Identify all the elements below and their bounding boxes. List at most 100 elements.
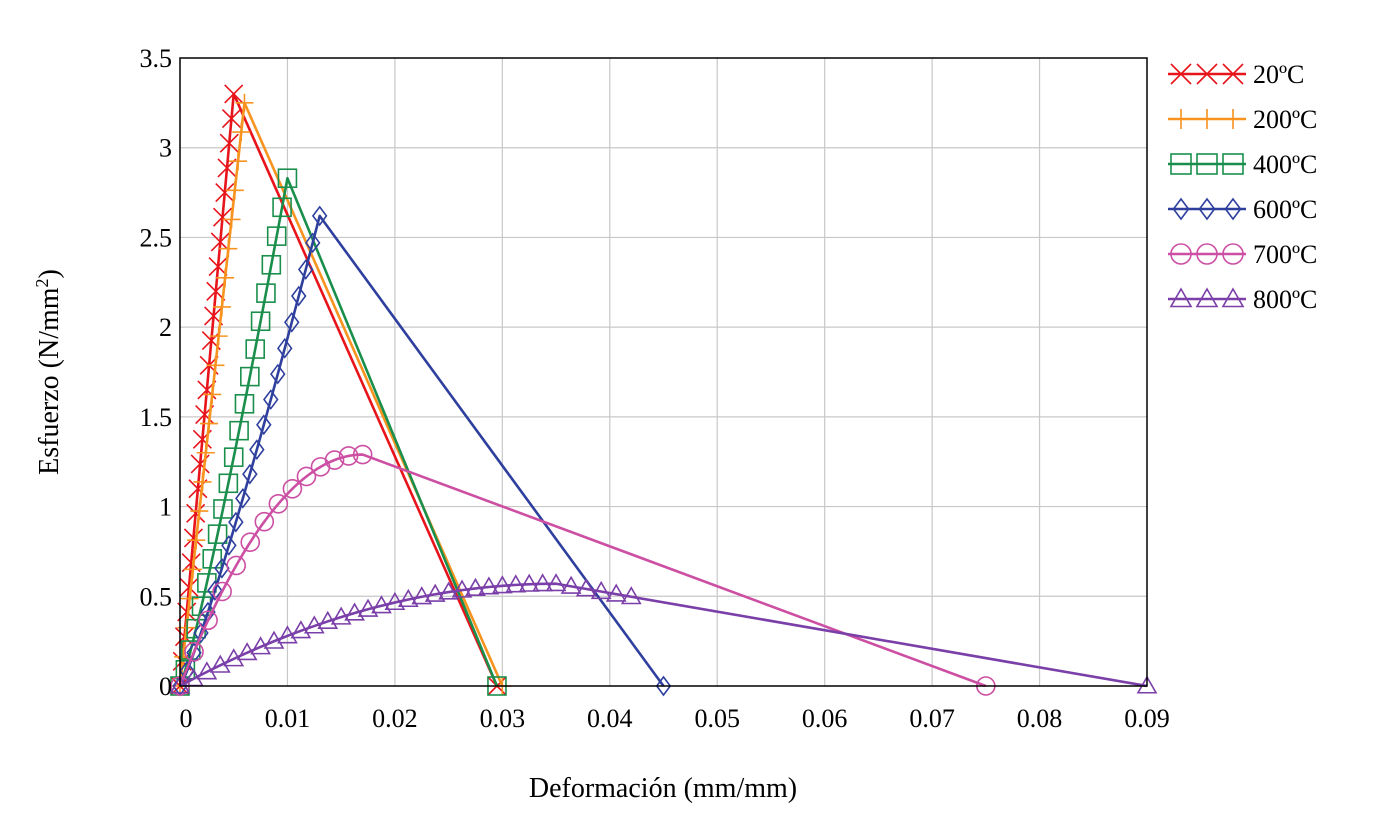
data-point-marker bbox=[1195, 287, 1219, 308]
data-point-marker bbox=[491, 575, 513, 594]
data-point-marker bbox=[545, 573, 567, 592]
data-point-marker bbox=[304, 232, 321, 254]
data-point-marker bbox=[226, 555, 247, 576]
data-point-marker bbox=[283, 311, 300, 333]
data-point-marker bbox=[235, 93, 254, 112]
data-point-marker bbox=[219, 239, 238, 258]
data-point-marker bbox=[250, 636, 271, 655]
data-point-marker bbox=[344, 602, 365, 621]
data-point-marker bbox=[290, 620, 312, 639]
data-point-marker bbox=[338, 446, 359, 466]
y-tick-label: 0 bbox=[159, 672, 172, 701]
series-800ºC bbox=[169, 573, 1158, 694]
data-point-marker bbox=[1170, 63, 1192, 85]
data-point-marker bbox=[261, 254, 282, 275]
data-point-marker bbox=[1222, 153, 1244, 175]
data-point-marker bbox=[218, 473, 239, 494]
data-point-marker bbox=[216, 268, 235, 287]
data-point-marker bbox=[223, 447, 244, 467]
data-point-marker bbox=[1196, 243, 1218, 265]
y-tick-label: 1 bbox=[159, 493, 172, 522]
grid bbox=[180, 58, 1147, 686]
legend-item-20ºC: 20ºC bbox=[1168, 60, 1304, 89]
data-point-marker bbox=[478, 576, 500, 595]
data-point-marker bbox=[236, 642, 258, 661]
series-line bbox=[178, 92, 499, 687]
data-point-marker bbox=[655, 675, 672, 697]
data-point-marker bbox=[219, 133, 239, 153]
y-axis-title-main: Esfuerzo (N/mm bbox=[34, 287, 65, 475]
data-point-marker bbox=[297, 259, 314, 280]
data-point-marker bbox=[268, 494, 289, 514]
y-tick-label: 3 bbox=[159, 134, 172, 163]
x-tick-label: 0.08 bbox=[1017, 704, 1063, 733]
legend-item-800ºC: 800ºC bbox=[1168, 285, 1317, 314]
data-point-marker bbox=[1224, 197, 1242, 221]
y-axis-title-superscript: 2 bbox=[32, 278, 52, 287]
data-point-marker bbox=[1222, 243, 1244, 265]
data-point-marker bbox=[242, 463, 258, 485]
data-point-marker bbox=[277, 168, 298, 189]
data-point-marker bbox=[1198, 197, 1216, 221]
y-axis-title: Esfuerzo (N/mm2) bbox=[32, 269, 65, 475]
data-point-marker bbox=[424, 583, 446, 602]
data-point-marker bbox=[207, 580, 223, 601]
data-point-marker bbox=[296, 466, 317, 487]
legend: 20ºC 200ºC 400ºC 600ºC 700ºC 800ºC bbox=[1168, 60, 1317, 314]
data-point-marker bbox=[1222, 63, 1244, 85]
data-point-marker bbox=[196, 443, 215, 462]
data-point-marker bbox=[1223, 109, 1243, 129]
data-point-marker bbox=[330, 606, 352, 625]
data-point-marker bbox=[620, 586, 642, 605]
x-tick-label: 0.04 bbox=[587, 704, 633, 733]
data-point-marker bbox=[518, 573, 540, 592]
series-line bbox=[179, 582, 1148, 688]
x-tick-label: 0.07 bbox=[909, 704, 955, 733]
series-700ºC bbox=[170, 444, 996, 696]
data-point-marker bbox=[590, 580, 612, 600]
data-point-marker bbox=[225, 181, 244, 200]
data-point-marker bbox=[1170, 153, 1192, 175]
data-point-marker bbox=[451, 579, 473, 598]
data-point-marker bbox=[229, 420, 249, 441]
x-tick-label: 0.01 bbox=[265, 704, 311, 733]
legend-item-200ºC: 200ºC bbox=[1168, 105, 1317, 134]
data-point-marker bbox=[505, 574, 527, 593]
x-tick-label: 0.03 bbox=[480, 704, 526, 733]
data-point-marker bbox=[371, 595, 392, 614]
data-point-marker bbox=[215, 183, 235, 203]
x-tick-label: 0.06 bbox=[802, 704, 848, 733]
plot-frame bbox=[179, 57, 1148, 687]
y-axis-title-close: ) bbox=[34, 269, 65, 278]
data-point-marker bbox=[290, 285, 307, 307]
legend-item-600ºC: 600ºC bbox=[1168, 195, 1317, 224]
data-point-marker bbox=[249, 439, 265, 460]
legend-label: 20ºC bbox=[1253, 60, 1304, 89]
data-point-marker bbox=[254, 511, 275, 532]
data-point-marker bbox=[180, 589, 199, 608]
data-point-marker bbox=[352, 444, 373, 465]
x-tick-label: 0.05 bbox=[694, 704, 740, 733]
data-point-marker bbox=[397, 588, 419, 608]
data-point-marker bbox=[1196, 153, 1218, 175]
data-point-marker bbox=[221, 108, 242, 129]
data-point-marker bbox=[311, 205, 328, 227]
data-point-marker bbox=[186, 642, 202, 664]
data-point-marker bbox=[228, 511, 244, 533]
data-point-marker bbox=[229, 152, 248, 171]
data-point-marker bbox=[605, 583, 627, 602]
data-point-marker bbox=[223, 648, 245, 667]
data-point-marker bbox=[532, 573, 554, 592]
data-point-marker bbox=[1170, 243, 1192, 265]
data-point-marker bbox=[190, 502, 209, 521]
legend-label: 200ºC bbox=[1253, 105, 1317, 134]
y-tick-label: 0.5 bbox=[140, 582, 173, 611]
data-point-marker bbox=[235, 487, 251, 509]
data-point-marker bbox=[183, 560, 202, 579]
data-point-marker bbox=[187, 531, 206, 550]
data-point-marker bbox=[213, 499, 233, 519]
data-point-marker bbox=[277, 625, 298, 644]
data-point-marker bbox=[1136, 675, 1158, 694]
data-point-marker bbox=[208, 257, 228, 277]
